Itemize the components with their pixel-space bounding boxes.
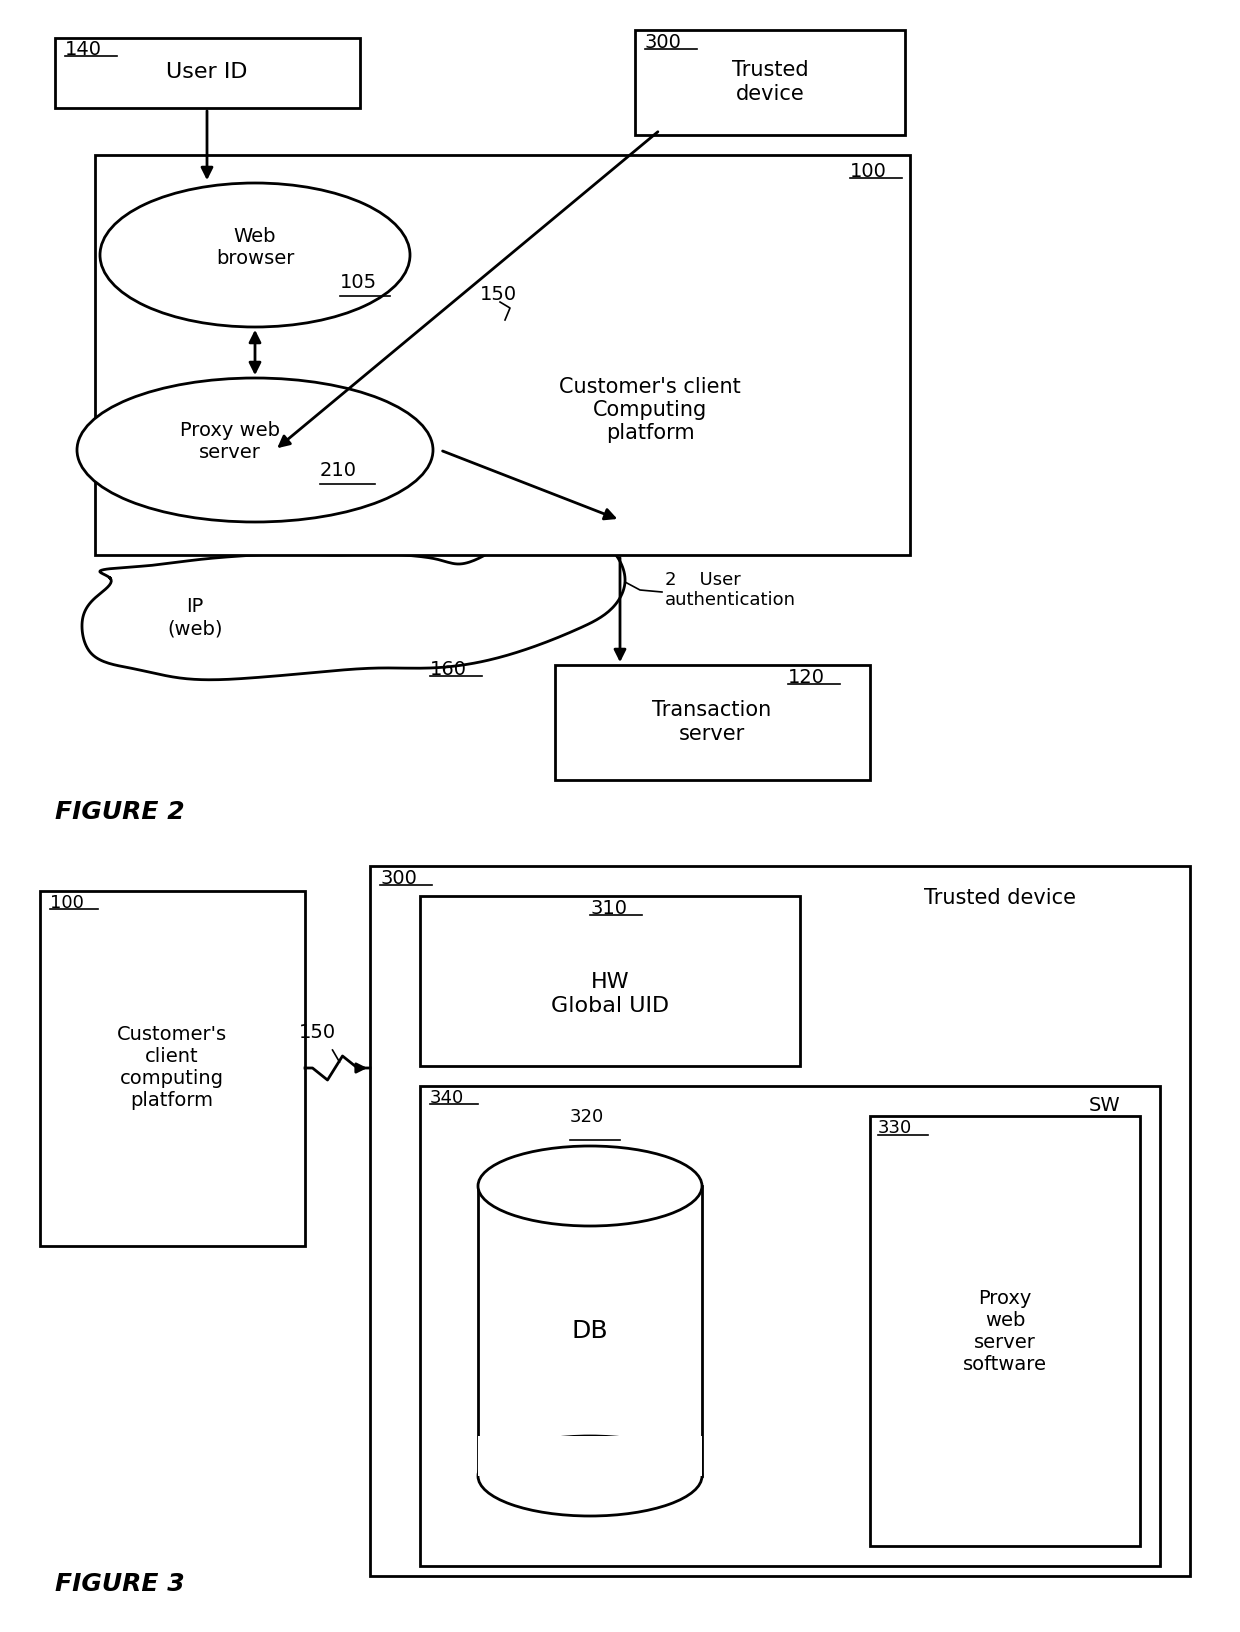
Bar: [870, 1116, 1140, 1546]
Text: 105: 105: [340, 273, 377, 292]
Bar: [479, 1186, 701, 1475]
Text: 330: 330: [878, 1120, 913, 1138]
Bar: [477, 1436, 702, 1475]
Text: Proxy
web
server
software: Proxy web server software: [963, 1289, 1047, 1374]
Ellipse shape: [100, 183, 410, 326]
Text: 150: 150: [299, 1023, 336, 1043]
Text: FIGURE 3: FIGURE 3: [55, 1572, 185, 1596]
Text: Trusted device: Trusted device: [924, 888, 1076, 907]
Text: HW
Global UID: HW Global UID: [551, 973, 670, 1015]
Bar: [40, 891, 305, 1245]
Ellipse shape: [77, 379, 433, 522]
Text: Trusted
device: Trusted device: [732, 60, 808, 103]
Bar: [635, 29, 905, 135]
Text: 2    User
authentication: 2 User authentication: [665, 571, 796, 609]
Text: Transaction
server: Transaction server: [652, 700, 771, 744]
Bar: [556, 664, 870, 780]
Text: 150: 150: [480, 286, 517, 305]
Bar: [370, 867, 1190, 1577]
Bar: [420, 1085, 1159, 1567]
Text: Customer's client
Computing
platform: Customer's client Computing platform: [559, 377, 740, 444]
Polygon shape: [82, 526, 625, 681]
Text: SW: SW: [1089, 1097, 1120, 1115]
Text: 210: 210: [320, 460, 357, 480]
Text: 160: 160: [430, 659, 467, 679]
Text: 340: 340: [430, 1089, 464, 1106]
Text: 140: 140: [64, 41, 102, 59]
Text: Proxy web
server: Proxy web server: [180, 421, 280, 462]
Text: 100: 100: [50, 894, 84, 912]
Text: 310: 310: [590, 899, 627, 917]
Text: Customer's
client
computing
platform: Customer's client computing platform: [117, 1025, 227, 1110]
Text: User ID: User ID: [166, 62, 248, 82]
Bar: [420, 896, 800, 1066]
Text: DB: DB: [572, 1319, 609, 1343]
Bar: [55, 38, 360, 108]
Text: 320: 320: [570, 1108, 604, 1126]
Text: 300: 300: [379, 868, 417, 888]
Text: Web
browser: Web browser: [216, 227, 294, 269]
Text: IP
(web): IP (web): [167, 597, 223, 638]
Ellipse shape: [477, 1146, 702, 1226]
Text: 120: 120: [787, 667, 825, 687]
Bar: [95, 155, 910, 555]
Text: FIGURE 2: FIGURE 2: [55, 800, 185, 824]
Ellipse shape: [477, 1436, 702, 1516]
Text: 100: 100: [849, 162, 887, 181]
Text: 300: 300: [645, 33, 682, 52]
